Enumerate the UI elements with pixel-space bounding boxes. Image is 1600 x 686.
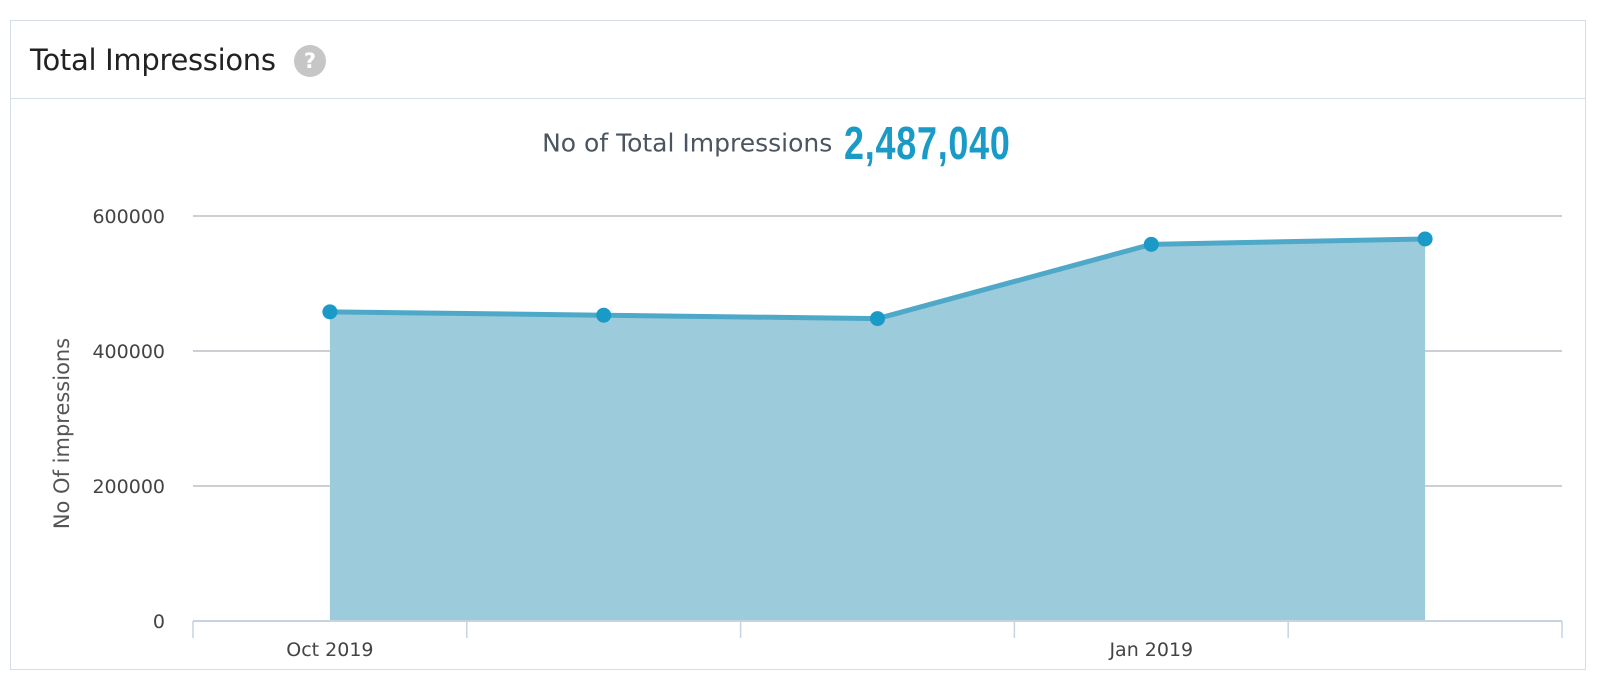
data-point (322, 304, 337, 319)
y-tick-label: 200000 (92, 476, 165, 498)
data-point (870, 311, 885, 326)
y-tick-label: 400000 (92, 341, 165, 363)
y-tick-label: 0 (153, 611, 165, 633)
y-axis-title: No Of impressions (50, 338, 74, 529)
y-tick-label: 600000 (92, 206, 165, 228)
series-area (330, 239, 1425, 621)
x-tick-label: Jan 2019 (1108, 639, 1193, 661)
data-point (596, 308, 611, 323)
x-tick-label: Oct 2019 (286, 639, 373, 661)
data-point (1418, 231, 1433, 246)
data-point (1144, 237, 1159, 252)
